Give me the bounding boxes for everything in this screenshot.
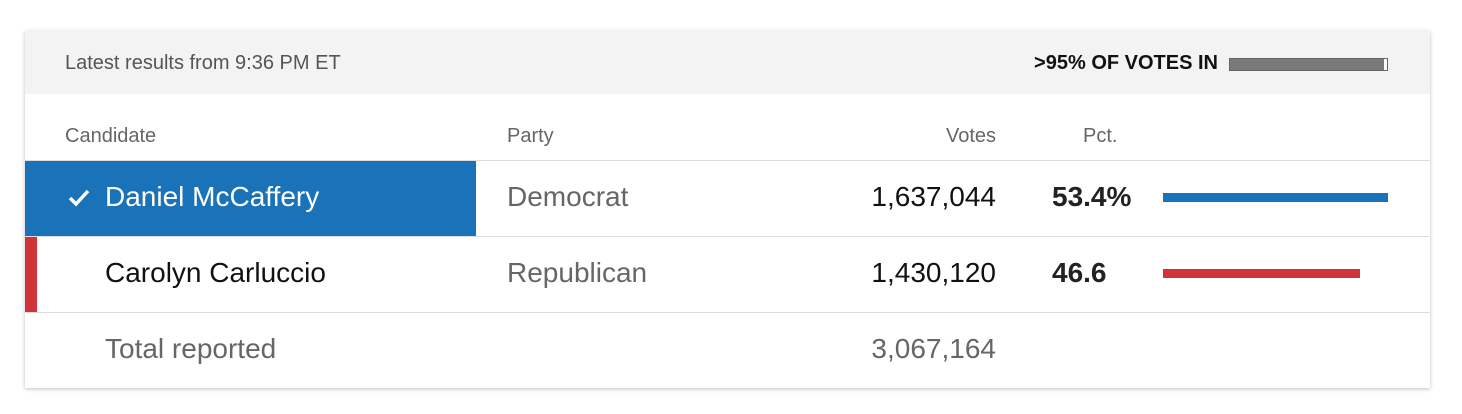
party-name: Democrat [507, 181, 629, 212]
vote-count: 1,430,120 [871, 257, 996, 288]
column-header: Party [507, 125, 554, 147]
divider [25, 160, 1430, 161]
candidate-name: Daniel McCaffery [105, 181, 320, 212]
updated-time: Latest results from 9:36 PM ET [65, 52, 341, 74]
winner-check [67, 188, 91, 208]
divider [25, 312, 1430, 313]
winner-highlight [25, 161, 476, 236]
percent-bar [1163, 193, 1389, 202]
column-header: Votes [945, 125, 996, 147]
total-label: Total reported [105, 333, 277, 364]
column-header: Candidate [65, 125, 157, 147]
reporting-status: >95% OF VOTES IN [1034, 52, 1218, 74]
vote-percent: 46.6 [1052, 257, 1107, 288]
candidate-name: Carolyn Carluccio [105, 257, 326, 288]
results-card: Latest results from 9:36 PM ET >95% OF V… [25, 31, 1430, 388]
percent-bar [1163, 269, 1360, 278]
vote-percent: 53.4% [1052, 181, 1132, 212]
header-band: Latest results from 9:36 PM ET >95% OF V… [25, 31, 1430, 94]
vote-count: 1,637,044 [871, 181, 996, 212]
divider [25, 236, 1430, 237]
column-header: Pct. [1083, 125, 1118, 147]
check-icon [68, 189, 90, 207]
party-name: Republican [507, 257, 648, 288]
party-stripe [25, 237, 37, 312]
total-votes: 3,067,164 [871, 333, 996, 364]
reporting-progress [1229, 58, 1388, 71]
